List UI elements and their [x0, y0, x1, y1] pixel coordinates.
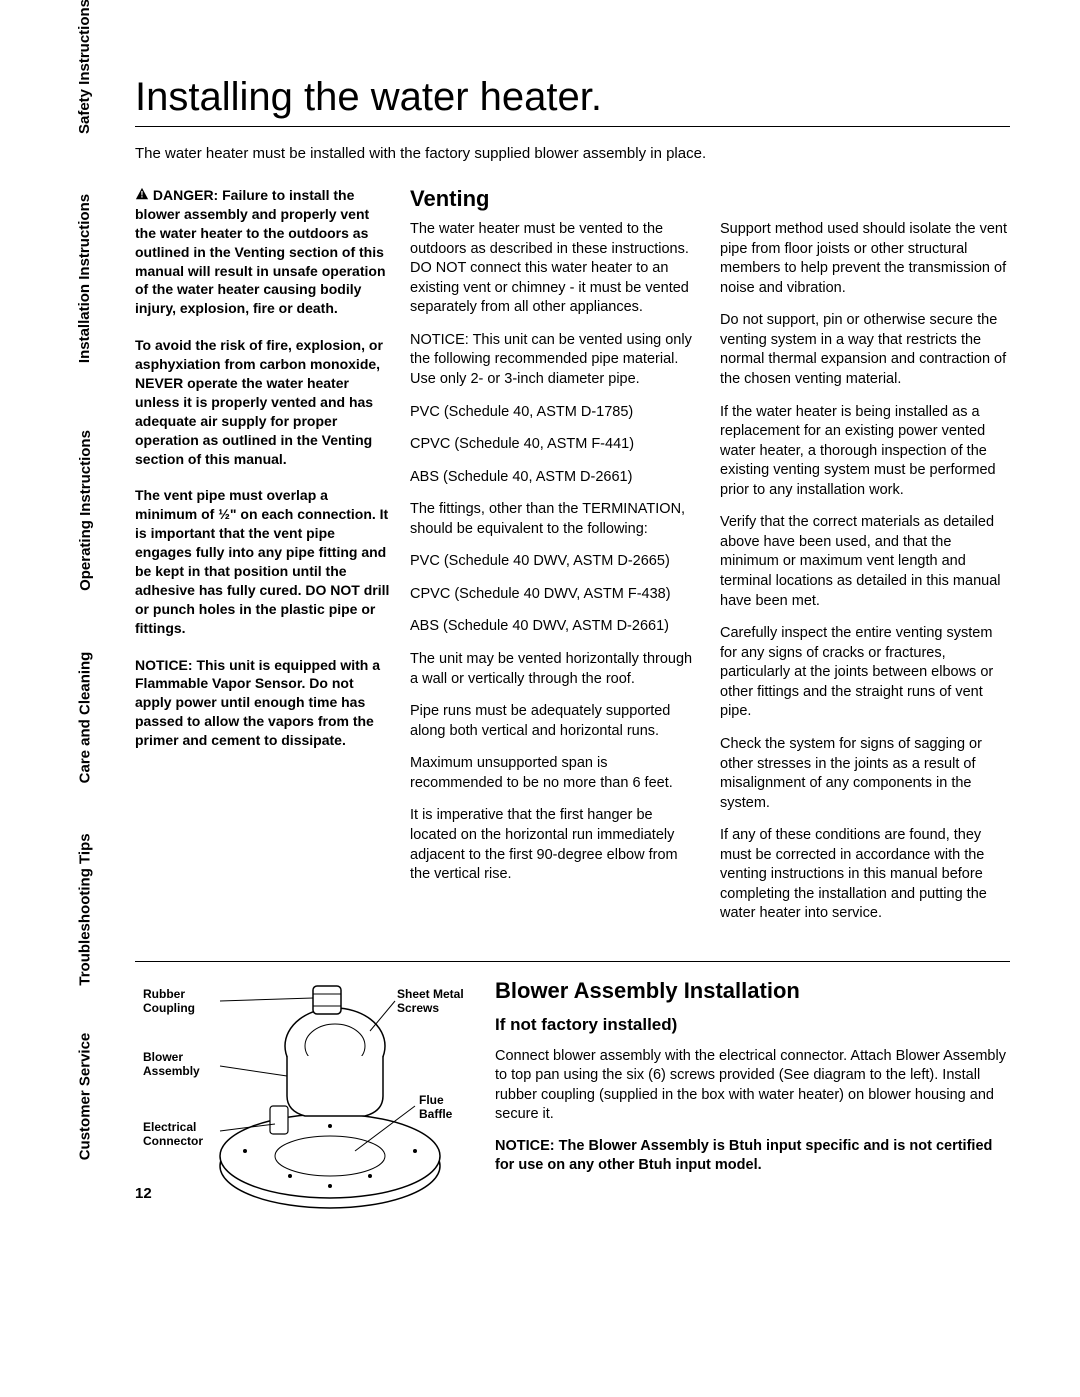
blower-notice: NOTICE: The Blower Assembly is Btuh inpu… — [495, 1137, 1010, 1176]
section-divider — [135, 961, 1010, 962]
v1p13: It is imperative that the first hanger b… — [410, 806, 700, 884]
venting-col-2: Support method used should isolate the v… — [720, 220, 1010, 937]
warning-fire: To avoid the risk of fire, explosion, or… — [135, 336, 390, 468]
page-title: Installing the water heater. — [135, 75, 1010, 127]
v1p7: PVC (Schedule 40 DWV, ASTM D-2665) — [410, 552, 700, 572]
v2p4: Verify that the correct materials as det… — [720, 513, 1010, 611]
venting-heading: Venting — [410, 186, 1010, 212]
warning-overlap: The vent pipe must overlap a minimum of … — [135, 486, 390, 637]
v1p9: ABS (Schedule 40 DWV, ASTM D-2661) — [410, 617, 700, 637]
page-content: Installing the water heater. The water h… — [135, 75, 1010, 1236]
side-tab-operating: Operating Instructions — [77, 430, 94, 591]
blower-subheading: If not factory installed) — [495, 1014, 1010, 1037]
blower-p1: Connect blower assembly with the electri… — [495, 1047, 1010, 1125]
v2p6: Check the system for signs of sagging or… — [720, 735, 1010, 813]
v1p4: CPVC (Schedule 40, ASTM F-441) — [410, 435, 700, 455]
blower-text: Blower Assembly Installation If not fact… — [495, 976, 1010, 1236]
page-number: 12 — [135, 1185, 152, 1202]
v1p11: Pipe runs must be adequately supported a… — [410, 702, 700, 741]
side-tab-troubleshoot: Troubleshooting Tips — [77, 833, 94, 985]
v1p6: The fittings, other than the TERMINATION… — [410, 500, 700, 539]
v1p1: The water heater must be vented to the o… — [410, 220, 700, 318]
v2p1: Support method used should isolate the v… — [720, 220, 1010, 298]
svg-text:!: ! — [141, 190, 144, 200]
warnings-column: ! DANGER: Failure to install the blower … — [135, 186, 390, 937]
v2p2: Do not support, pin or otherwise secure … — [720, 311, 1010, 389]
warning-danger: ! DANGER: Failure to install the blower … — [135, 186, 390, 318]
v1p10: The unit may be vented horizontally thro… — [410, 650, 700, 689]
v2p5: Carefully inspect the entire venting sys… — [720, 624, 1010, 722]
v1p3: PVC (Schedule 40, ASTM D-1785) — [410, 403, 700, 423]
blower-diagram: Rubber Coupling Blower Assembly Electric… — [135, 976, 475, 1236]
side-tab-customer: Customer Service — [77, 1033, 94, 1161]
blower-heading: Blower Assembly Installation — [495, 976, 1010, 1006]
label-blower: Blower Assembly — [143, 1051, 200, 1079]
v2p7: If any of these conditions are found, th… — [720, 826, 1010, 924]
v1p8: CPVC (Schedule 40 DWV, ASTM F-438) — [410, 585, 700, 605]
v1p12: Maximum unsupported span is recommended … — [410, 754, 700, 793]
side-tab-install: Installation Instructions — [77, 194, 94, 363]
side-nav: Safety Instructions Installation Instruc… — [70, 75, 100, 1185]
danger-triangle-icon: ! — [135, 187, 149, 201]
label-flue: Flue Baffle — [419, 1094, 452, 1122]
label-elec: Electrical Connector — [143, 1121, 203, 1149]
label-sheet: Sheet Metal Screws — [397, 988, 464, 1016]
side-tab-care: Care and Cleaning — [77, 652, 94, 784]
warning-notice: NOTICE: This unit is equipped with a Fla… — [135, 656, 390, 750]
intro-text: The water heater must be installed with … — [135, 145, 1010, 162]
side-tab-safety: Safety Instructions — [77, 0, 94, 134]
venting-col-1: The water heater must be vented to the o… — [410, 220, 700, 937]
label-rubber: Rubber Coupling — [143, 988, 195, 1016]
v2p3: If the water heater is being installed a… — [720, 403, 1010, 501]
v1p2: NOTICE: This unit can be vented using on… — [410, 331, 700, 390]
v1p5: ABS (Schedule 40, ASTM D-2661) — [410, 468, 700, 488]
